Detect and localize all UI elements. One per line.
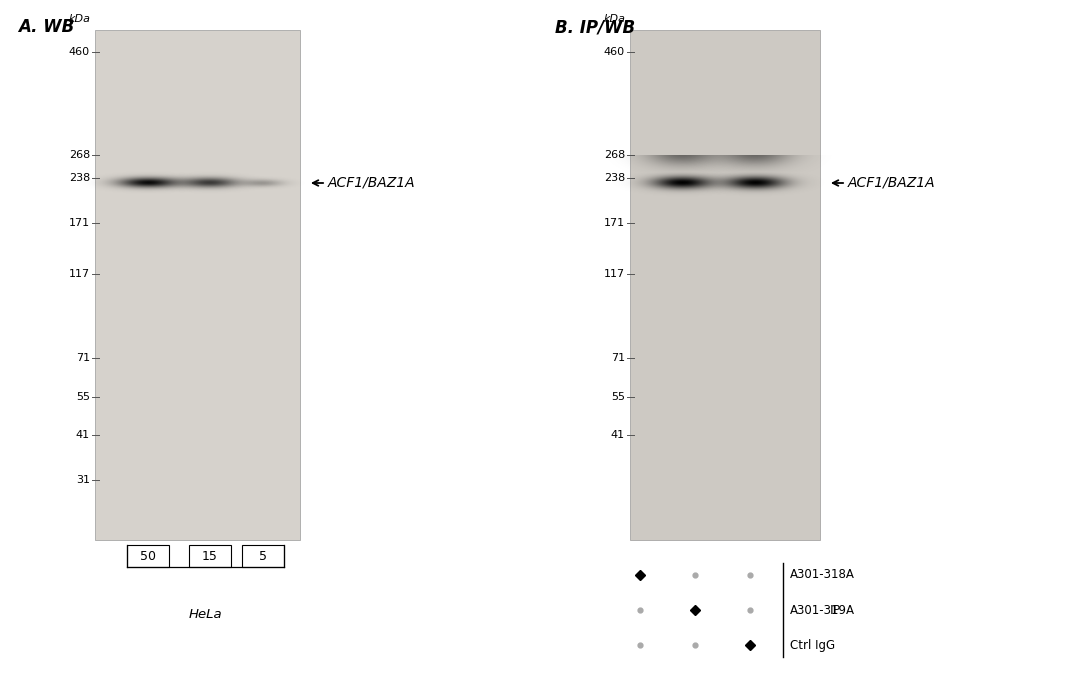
Text: 268: 268 (69, 150, 90, 160)
Text: 171: 171 (69, 218, 90, 228)
Text: IP: IP (831, 603, 841, 616)
Text: 460: 460 (69, 47, 90, 57)
Text: 238: 238 (69, 173, 90, 183)
Text: 5: 5 (259, 550, 267, 563)
Bar (95, 30, 300, 540)
Text: HeLa: HeLa (189, 608, 222, 621)
Text: 50: 50 (140, 550, 156, 563)
Text: B. IP/WB: B. IP/WB (555, 18, 635, 36)
Text: A301-318A: A301-318A (789, 569, 855, 582)
Text: 31: 31 (76, 475, 90, 485)
Text: 117: 117 (69, 269, 90, 279)
Text: 71: 71 (611, 353, 625, 363)
Text: Ctrl IgG: Ctrl IgG (789, 639, 835, 652)
Bar (242, 545, 284, 567)
Text: 117: 117 (604, 269, 625, 279)
Text: 238: 238 (604, 173, 625, 183)
Text: 460: 460 (604, 47, 625, 57)
Text: A301-319A: A301-319A (789, 603, 855, 616)
Bar (127, 545, 168, 567)
Bar (630, 30, 820, 540)
Text: 71: 71 (76, 353, 90, 363)
Text: ACF1/BAZ1A: ACF1/BAZ1A (848, 176, 935, 190)
Text: kDa: kDa (604, 14, 626, 24)
Bar (189, 545, 231, 567)
Text: ACF1/BAZ1A: ACF1/BAZ1A (328, 176, 416, 190)
Text: 15: 15 (202, 550, 218, 563)
Text: 171: 171 (604, 218, 625, 228)
Text: 55: 55 (611, 392, 625, 402)
Text: 55: 55 (76, 392, 90, 402)
Text: A. WB: A. WB (18, 18, 75, 36)
Text: 268: 268 (604, 150, 625, 160)
Text: 41: 41 (611, 430, 625, 440)
Text: 41: 41 (76, 430, 90, 440)
Text: kDa: kDa (69, 14, 91, 24)
